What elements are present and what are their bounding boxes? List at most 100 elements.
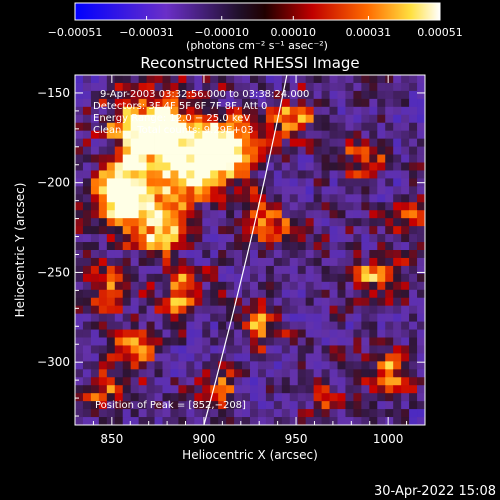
heatmap-cell	[257, 122, 267, 132]
heatmap-cell	[401, 194, 410, 203]
heatmap-cell	[353, 385, 362, 394]
heatmap-cell	[130, 154, 140, 163]
heatmap-cell	[90, 369, 100, 378]
heatmap-cell	[106, 361, 116, 370]
heatmap-cell	[90, 313, 100, 322]
heatmap-cell	[154, 170, 163, 179]
heatmap-cell	[154, 281, 163, 291]
heatmap-cell	[289, 401, 299, 410]
heatmap-cell	[234, 281, 243, 291]
heatmap-cell	[393, 257, 402, 267]
heatmap-cell	[226, 361, 235, 370]
heatmap-cell	[409, 313, 418, 322]
heatmap-cell	[210, 90, 219, 100]
heatmap-cell	[385, 170, 394, 179]
heatmap-cell	[218, 297, 227, 307]
heatmap-cell	[417, 313, 425, 322]
heatmap-cell	[329, 289, 338, 299]
heatmap-cell	[82, 409, 92, 418]
heatmap-cell	[289, 369, 299, 378]
heatmap-cell	[401, 138, 410, 147]
heatmap-cell	[170, 138, 179, 147]
heatmap-cell	[146, 385, 155, 394]
heatmap-cell	[234, 170, 243, 179]
heatmap-cell	[218, 305, 227, 315]
heatmap-cell	[297, 273, 307, 283]
heatmap-cell	[114, 234, 124, 243]
heatmap-cell	[90, 114, 100, 124]
heatmap-cell	[202, 75, 211, 84]
heatmap-cell	[409, 162, 418, 171]
heatmap-cell	[297, 289, 307, 299]
heatmap-cell	[154, 154, 163, 163]
heatmap-cell	[122, 90, 132, 100]
heatmap-cell	[385, 130, 394, 140]
heatmap-cell	[90, 329, 100, 338]
heatmap-cell	[385, 313, 394, 322]
heatmap-cell	[393, 162, 402, 171]
heatmap-cell	[122, 202, 132, 211]
heatmap-cell	[75, 250, 84, 259]
heatmap-cell	[178, 114, 187, 124]
heatmap-cell	[250, 250, 259, 259]
heatmap-cell	[250, 313, 259, 322]
heatmap-cell	[361, 202, 370, 211]
heatmap-cell	[257, 329, 267, 338]
heatmap-cell	[273, 178, 283, 187]
heatmap-cell	[337, 409, 346, 418]
heatmap-cell	[305, 202, 315, 211]
heatmap-cell	[313, 409, 322, 418]
heatmap-cell	[75, 345, 84, 354]
heatmap-cell	[130, 265, 140, 275]
heatmap-cell	[146, 242, 155, 251]
heatmap-cell	[218, 401, 227, 410]
heatmap-cell	[122, 313, 132, 322]
heatmap-cell	[361, 194, 370, 203]
heatmap-cell	[250, 409, 259, 418]
heatmap-cell	[162, 337, 171, 346]
heatmap-cell	[218, 257, 227, 267]
heatmap-cell	[281, 202, 291, 211]
heatmap-cell	[154, 186, 163, 195]
heatmap-cell	[75, 409, 84, 418]
heatmap-cell	[234, 202, 243, 211]
heatmap-cell	[273, 337, 283, 346]
heatmap-cell	[257, 353, 267, 362]
heatmap-cell	[313, 75, 322, 84]
heatmap-cell	[281, 234, 291, 243]
heatmap-cell	[337, 138, 346, 147]
heatmap-cell	[170, 417, 179, 425]
heatmap-cell	[417, 122, 425, 132]
heatmap-cell	[98, 369, 108, 378]
heatmap-cell	[313, 393, 322, 402]
heatmap-cell	[250, 281, 259, 291]
colorbar	[74, 2, 441, 21]
heatmap-cell	[281, 210, 291, 219]
heatmap-cell	[106, 250, 116, 259]
heatmap-cell	[98, 202, 108, 211]
heatmap-cell	[257, 289, 267, 299]
heatmap-cell	[186, 146, 195, 155]
heatmap-cell	[250, 75, 259, 84]
heatmap-cell	[250, 257, 259, 267]
heatmap-cell	[186, 401, 195, 410]
heatmap-cell	[297, 218, 307, 227]
heatmap-cell	[369, 90, 378, 100]
heatmap-cell	[154, 130, 163, 140]
heatmap-cell	[265, 401, 275, 410]
heatmap-cell	[82, 75, 92, 84]
heatmap-cell	[337, 257, 346, 267]
heatmap-cell	[202, 353, 211, 362]
heatmap-cell	[154, 75, 163, 84]
heatmap-cell	[106, 321, 116, 330]
heatmap-cell	[194, 202, 203, 211]
heatmap-cell	[75, 417, 84, 425]
heatmap-cell	[337, 90, 346, 100]
colorbar-ticks: −0.00051 −0.00031 −0.00010 0.00010 0.00031 0.…	[48, 16, 463, 39]
heatmap-cell	[90, 377, 100, 386]
solar-limb-line	[203, 75, 288, 425]
heatmap-cell	[281, 82, 291, 92]
heatmap-cell	[98, 409, 108, 418]
heatmap-cell	[162, 122, 171, 132]
heatmap-cell	[361, 281, 370, 291]
